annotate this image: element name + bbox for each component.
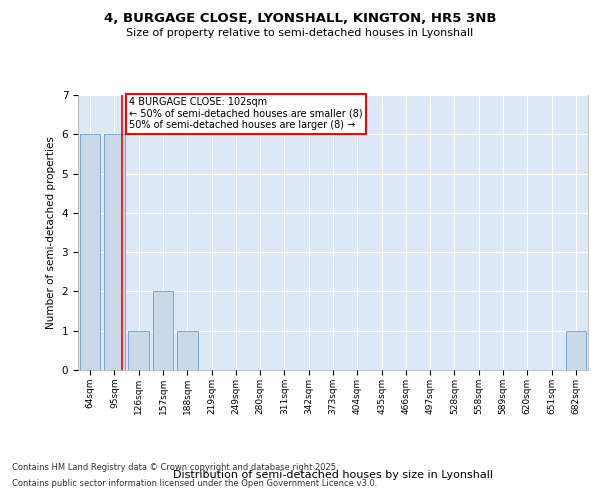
- Text: Size of property relative to semi-detached houses in Lyonshall: Size of property relative to semi-detach…: [127, 28, 473, 38]
- Bar: [128, 330, 149, 370]
- Bar: [177, 330, 197, 370]
- Bar: [566, 330, 586, 370]
- Bar: [152, 292, 173, 370]
- X-axis label: Distribution of semi-detached houses by size in Lyonshall: Distribution of semi-detached houses by …: [173, 470, 493, 480]
- Text: Contains public sector information licensed under the Open Government Licence v3: Contains public sector information licen…: [12, 478, 377, 488]
- Text: Contains HM Land Registry data © Crown copyright and database right 2025.: Contains HM Land Registry data © Crown c…: [12, 464, 338, 472]
- Text: 4, BURGAGE CLOSE, LYONSHALL, KINGTON, HR5 3NB: 4, BURGAGE CLOSE, LYONSHALL, KINGTON, HR…: [104, 12, 496, 26]
- Text: 4 BURGAGE CLOSE: 102sqm
← 50% of semi-detached houses are smaller (8)
50% of sem: 4 BURGAGE CLOSE: 102sqm ← 50% of semi-de…: [129, 97, 362, 130]
- Bar: [104, 134, 125, 370]
- Y-axis label: Number of semi-detached properties: Number of semi-detached properties: [46, 136, 56, 329]
- Bar: [80, 134, 100, 370]
